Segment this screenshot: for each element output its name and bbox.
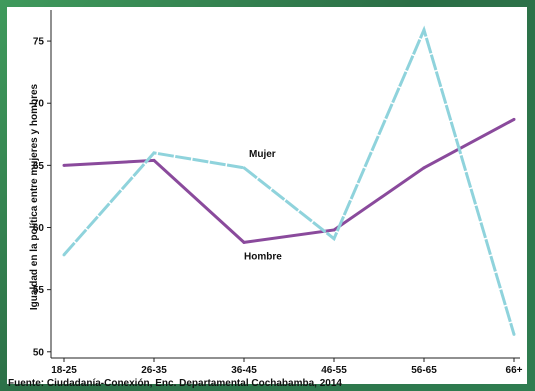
data-point-hombre [422, 166, 426, 170]
data-point-mujer [512, 332, 516, 336]
data-point-hombre [332, 228, 336, 232]
chart-axes: 50 55 60 65 70 75 18-25 26-35 36-45 46-55 56-65 66+ [33, 10, 523, 376]
x-tick-label: 66+ [506, 365, 523, 376]
x-tick-label: 46-55 [321, 365, 347, 376]
series-line-hombre [63, 118, 515, 244]
x-tick-label: 26-35 [141, 365, 167, 376]
series-label-mujer: Mujer [249, 149, 276, 160]
data-point-mujer [152, 151, 156, 155]
y-tick-label: 60 [33, 223, 45, 234]
series-label-hombre: Hombre [244, 251, 282, 262]
data-point-hombre [62, 163, 66, 167]
y-axis-title: Igualdad en la política entre mujeres y … [29, 83, 40, 310]
y-tick-label: 50 [33, 347, 45, 358]
chart-panel [7, 7, 527, 384]
data-point-hombre [242, 240, 246, 244]
series-line-mujer [62, 25, 516, 335]
series-layer [62, 25, 516, 336]
data-point-hombre [512, 117, 516, 121]
x-tick-label: 56-65 [411, 365, 437, 376]
data-point-mujer [422, 28, 426, 32]
data-point-mujer [242, 166, 246, 170]
y-tick-label: 55 [33, 285, 45, 296]
x-tick-label: 18-25 [51, 365, 77, 376]
y-tick-label: 75 [33, 37, 45, 48]
data-point-mujer [62, 253, 66, 257]
x-tick-label: 36-45 [231, 365, 257, 376]
y-tick-label: 70 [33, 99, 45, 110]
data-point-mujer [332, 237, 336, 241]
labels-layer: Hombre Mujer [244, 149, 282, 263]
source-note: Fuente: Ciudadanía-Conexión, Enc. Depart… [8, 378, 342, 389]
y-tick-label: 65 [33, 161, 45, 172]
data-point-hombre [152, 158, 156, 162]
